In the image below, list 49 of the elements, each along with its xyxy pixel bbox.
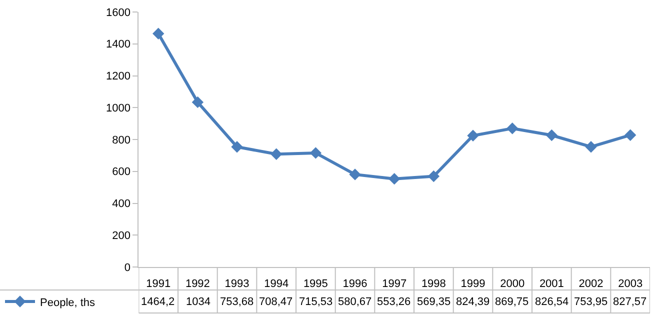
- point: [192, 96, 204, 108]
- x-tick-label: 1993: [224, 278, 250, 290]
- x-tick-label: 1998: [421, 278, 446, 290]
- y-tick-label: 0: [124, 262, 130, 274]
- point: [349, 168, 361, 180]
- data-label: 569,35: [417, 296, 451, 308]
- y-tick-label: 1400: [106, 38, 130, 51]
- point: [152, 28, 164, 40]
- data-label: 869,75: [495, 296, 529, 308]
- y-tick-label: 600: [112, 166, 130, 178]
- legend-label: People, ths: [40, 296, 96, 309]
- x-tick-label: 1996: [342, 278, 368, 290]
- y-tick-label: 200: [112, 230, 130, 242]
- x-tick-label: 1991: [146, 278, 171, 290]
- data-label: 827,57: [613, 296, 647, 308]
- data-label: 753,95: [574, 296, 608, 308]
- point: [231, 141, 243, 153]
- y-tick-label: 800: [112, 134, 130, 146]
- y-tick-label: 1200: [106, 70, 130, 83]
- point: [270, 148, 282, 160]
- data-label: 753,68: [220, 296, 254, 308]
- point: [428, 170, 440, 182]
- data-label: 824,39: [456, 296, 490, 308]
- data-label: 1464,2: [141, 296, 175, 308]
- data-label: 553,26: [377, 296, 411, 308]
- data-label: 715,53: [299, 296, 333, 308]
- x-tick-label: 2001: [539, 278, 564, 290]
- x-tick-label: 1992: [185, 278, 210, 290]
- point: [310, 147, 322, 159]
- point: [467, 130, 479, 142]
- data-label: 826,54: [535, 296, 569, 308]
- x-tick-label: 1999: [460, 278, 486, 290]
- x-tick-label: 1995: [303, 278, 328, 290]
- data-label: 1034: [186, 296, 210, 308]
- x-tick-label: 1994: [264, 278, 289, 290]
- y-tick-label: 1600: [106, 6, 130, 19]
- point: [585, 140, 597, 153]
- x-tick-label: 2003: [618, 278, 643, 290]
- x-tick-label: 2000: [500, 278, 525, 290]
- point: [388, 172, 400, 185]
- data-label: 708,47: [259, 296, 293, 308]
- y-tick-label: 1000: [106, 102, 130, 114]
- y-tick-label: 400: [112, 198, 130, 210]
- point: [624, 129, 636, 141]
- point: [506, 122, 518, 134]
- x-tick-label: 1997: [382, 278, 407, 290]
- x-tick-label: 2002: [578, 278, 604, 290]
- point: [546, 129, 558, 142]
- data-label: 580,67: [338, 296, 372, 308]
